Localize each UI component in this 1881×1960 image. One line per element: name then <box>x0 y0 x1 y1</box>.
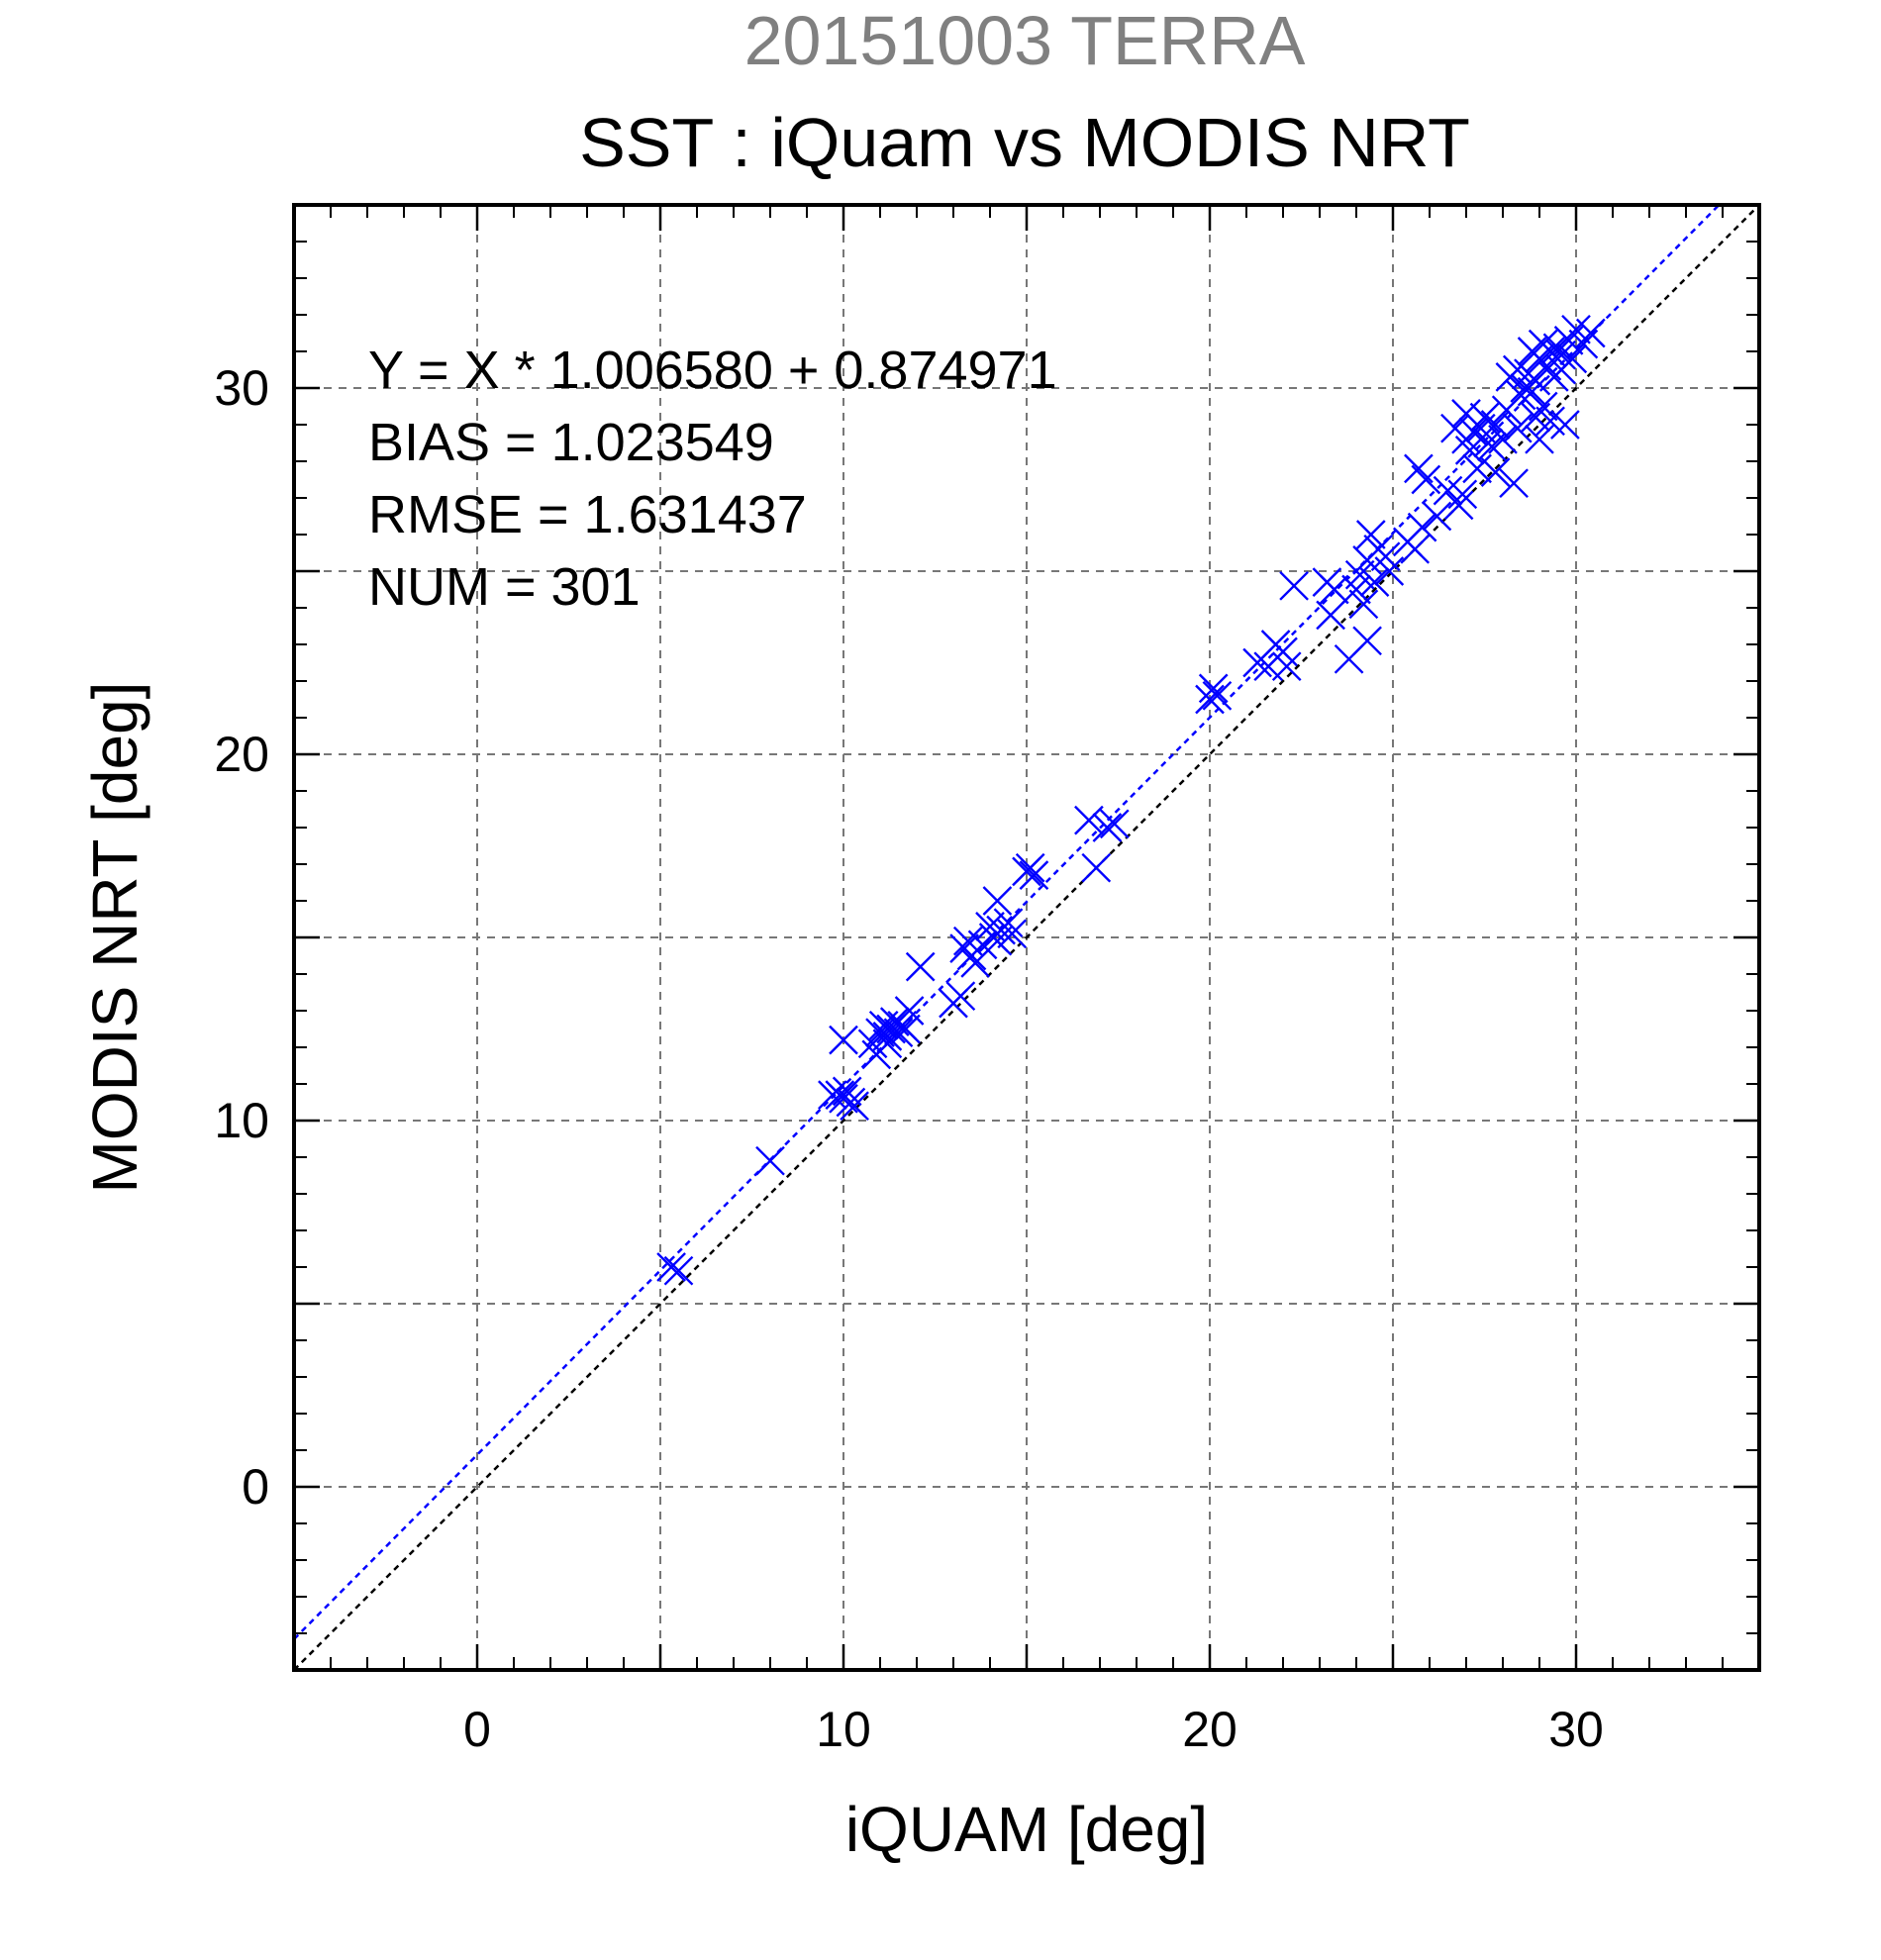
data-point <box>1344 559 1375 590</box>
y-tick-label: 10 <box>214 1093 269 1148</box>
data-point <box>1348 589 1379 620</box>
data-point <box>1480 457 1511 487</box>
data-point <box>1557 343 1588 374</box>
rmse-text: RMSE = 1.631437 <box>368 485 807 544</box>
data-point <box>1462 453 1492 484</box>
data-point <box>1195 684 1225 715</box>
data-point <box>1015 852 1045 883</box>
x-tick-labels: 0 10 20 30 <box>463 1702 1604 1757</box>
data-point <box>1198 673 1229 704</box>
data-point <box>1074 805 1104 835</box>
data-point <box>663 1255 694 1286</box>
data-point <box>1407 512 1437 542</box>
data-point <box>840 1091 869 1122</box>
data-point <box>1374 556 1405 586</box>
y-tick-label: 20 <box>214 727 269 782</box>
data-point <box>1550 410 1580 440</box>
reference-lines <box>293 204 1760 1671</box>
bias-text: BIAS = 1.023549 <box>368 413 774 472</box>
data-point <box>1517 376 1547 407</box>
plot-frame <box>292 203 1761 1672</box>
data-point <box>905 951 936 982</box>
data-point <box>832 1076 862 1107</box>
data-point <box>1502 354 1533 385</box>
data-point <box>975 912 1005 941</box>
data-point <box>982 926 1013 956</box>
data-point <box>1502 413 1533 443</box>
data-point <box>1092 813 1123 842</box>
data-point <box>1019 860 1049 890</box>
data-point <box>656 1252 686 1282</box>
y-tick-labels: 0 10 20 30 <box>214 360 269 1515</box>
data-point <box>1081 852 1112 883</box>
data-point <box>1316 600 1345 631</box>
y-tick-label: 0 <box>242 1459 269 1515</box>
data-point <box>1575 318 1606 348</box>
scatter-points <box>656 314 1606 1286</box>
y-axis-label: MODIS NRT [deg] <box>79 682 150 1194</box>
data-point <box>1352 626 1382 656</box>
data-point <box>894 996 925 1026</box>
data-point <box>993 908 1024 938</box>
data-point <box>1411 464 1441 495</box>
data-point <box>982 886 1013 916</box>
data-point <box>1443 490 1474 521</box>
data-point <box>1458 417 1489 447</box>
data-point <box>1422 501 1452 532</box>
x-axis-label: iQUAM [deg] <box>845 1794 1208 1865</box>
data-point <box>1271 651 1302 682</box>
data-point <box>1202 680 1233 711</box>
x-tick-label: 30 <box>1548 1702 1604 1757</box>
major-ticks <box>294 205 1759 1670</box>
num-text: NUM = 301 <box>368 557 641 617</box>
chart-title: SST : iQuam vs MODIS NRT <box>579 104 1470 181</box>
data-point <box>891 1014 921 1044</box>
data-point <box>1546 340 1577 370</box>
data-point <box>1279 570 1309 601</box>
x-tick-label: 0 <box>463 1702 491 1757</box>
x-tick-label: 10 <box>816 1702 871 1757</box>
data-point <box>1355 520 1386 549</box>
identity-line <box>293 204 1760 1671</box>
data-point <box>1499 468 1529 499</box>
data-point <box>945 981 976 1012</box>
data-point <box>872 1029 903 1059</box>
data-point <box>1099 809 1130 839</box>
regression-equation-text: Y = X * 1.006580 + 0.874971 <box>368 341 1057 400</box>
x-tick-label: 20 <box>1182 1702 1238 1757</box>
data-point <box>1535 337 1565 366</box>
stats-annotation: Y = X * 1.006580 + 0.874971 BIAS = 1.023… <box>368 341 1057 617</box>
y-tick-label: 30 <box>214 360 269 416</box>
data-point <box>829 1025 858 1055</box>
data-point <box>755 1145 785 1176</box>
data-point <box>1521 402 1551 433</box>
data-point <box>872 1022 903 1051</box>
data-point <box>1319 574 1349 605</box>
minor-ticks <box>294 205 1759 1670</box>
data-point <box>1400 534 1431 564</box>
data-point <box>1447 479 1478 510</box>
data-point <box>1488 424 1518 454</box>
data-point <box>1359 567 1390 597</box>
chart-top-title: 20151003 TERRA <box>744 2 1306 79</box>
data-point <box>997 919 1028 949</box>
